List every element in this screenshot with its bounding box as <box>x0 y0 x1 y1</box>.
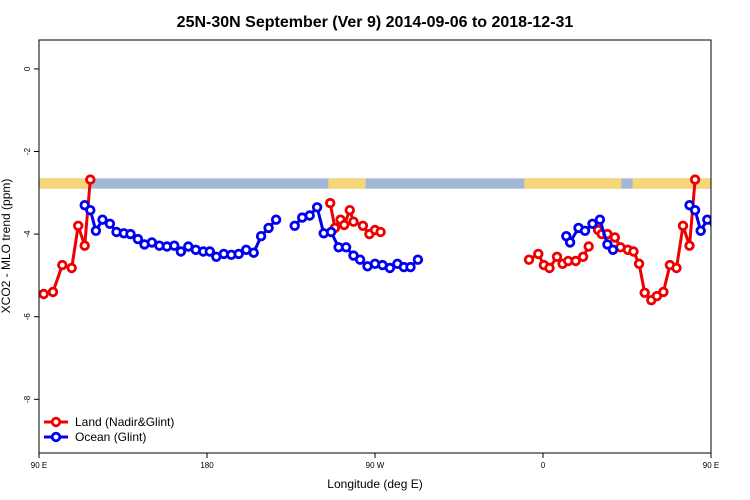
data-point <box>746 241 750 249</box>
data-point <box>523 254 535 265</box>
data-point <box>233 248 244 260</box>
series-group <box>39 174 750 306</box>
x-tick-label: 0 <box>541 461 546 470</box>
data-point <box>577 251 589 262</box>
data-point <box>412 254 424 265</box>
y-tick-label: -4 <box>23 230 32 238</box>
data-point <box>628 246 639 257</box>
series-1 <box>79 199 750 274</box>
data-point <box>289 220 300 231</box>
data-point <box>587 218 598 229</box>
data-point <box>570 255 581 267</box>
data-point <box>311 202 323 213</box>
land-ocean-band <box>39 178 711 189</box>
data-point <box>677 220 689 231</box>
legend-label: Land (Nadir&Glint) <box>75 415 174 429</box>
legend-label: Ocean (Glint) <box>75 430 146 444</box>
data-point <box>85 174 96 185</box>
data-point <box>79 240 90 251</box>
data-point <box>47 286 59 298</box>
data-point <box>695 225 706 236</box>
series-0 <box>39 174 701 306</box>
land-band-2 <box>524 178 622 189</box>
data-point <box>725 230 733 238</box>
data-point <box>564 237 576 248</box>
data-point <box>689 174 701 185</box>
data-point <box>739 235 747 243</box>
data-point <box>671 262 682 274</box>
data-point <box>732 230 740 238</box>
land-band-3 <box>632 178 711 189</box>
data-point <box>325 226 337 238</box>
data-point <box>405 261 416 273</box>
data-point <box>544 262 555 274</box>
y-axis-label: XCO2 - MLO trend (ppm) <box>0 179 13 314</box>
data-point <box>339 219 350 231</box>
data-point <box>579 225 591 236</box>
data-point <box>263 222 274 234</box>
data-point <box>551 251 563 262</box>
data-point <box>72 220 84 231</box>
x-axis: 90 E 180 90 W 0 90 E <box>31 453 719 470</box>
data-point <box>709 220 711 228</box>
data-point <box>104 218 116 229</box>
data-point <box>175 246 187 257</box>
data-point <box>97 214 108 225</box>
data-point <box>689 204 701 216</box>
data-point <box>639 287 650 298</box>
data-point <box>533 248 544 260</box>
data-point <box>594 214 606 225</box>
land-band-1 <box>328 178 366 189</box>
data-point <box>702 214 711 225</box>
x-tick-label: 90 W <box>366 461 385 470</box>
y-tick-label: -2 <box>23 147 32 155</box>
x-tick-label: 90 E <box>31 461 47 470</box>
data-point <box>357 220 369 231</box>
data-point <box>270 214 282 225</box>
data-point <box>325 197 336 209</box>
data-point <box>348 216 359 227</box>
data-point <box>132 233 144 245</box>
plot-area: 90 E 180 90 W 0 90 E 0 -2 -4 -6 -8 Land (Nadir&Gli… <box>23 39 750 470</box>
y-tick-label: 0 <box>23 66 32 71</box>
data-point <box>658 286 669 298</box>
data-point <box>57 259 68 271</box>
data-point <box>375 226 386 238</box>
data-point <box>248 247 259 258</box>
data-point <box>340 242 352 253</box>
ocean-band <box>39 178 711 189</box>
data-point <box>384 262 396 274</box>
data-point <box>125 228 136 240</box>
data-point <box>344 204 355 216</box>
data-point <box>169 240 180 251</box>
data-point <box>633 258 645 269</box>
data-point <box>90 225 102 236</box>
data-point <box>607 244 619 255</box>
data-point <box>609 232 621 243</box>
legend-marker <box>50 431 62 443</box>
data-point <box>304 210 315 221</box>
legend: Land (Nadir&Glint)Ocean (Glint) <box>44 415 174 444</box>
y-tick-label: -6 <box>23 313 32 321</box>
y-axis: 0 -2 -4 -6 -8 <box>23 66 39 403</box>
x-axis-label: Longitude (deg E) <box>327 477 422 491</box>
series-line-0-0 <box>43 179 92 296</box>
y-tick-label: -8 <box>23 395 32 403</box>
data-point <box>66 262 77 274</box>
legend-marker <box>50 416 62 428</box>
data-point <box>255 230 267 242</box>
data-point <box>204 246 215 257</box>
land-band-0 <box>39 178 90 189</box>
x-tick-label: 90 E <box>703 461 719 470</box>
data-point <box>39 288 49 300</box>
data-point <box>85 204 96 216</box>
x-tick-label: 180 <box>200 461 214 470</box>
data-point <box>583 241 594 252</box>
chart-title: 25N-30N September (Ver 9) 2014-09-06 to … <box>177 14 574 31</box>
data-point <box>718 228 726 236</box>
data-point <box>354 254 366 265</box>
data-point <box>684 240 695 251</box>
